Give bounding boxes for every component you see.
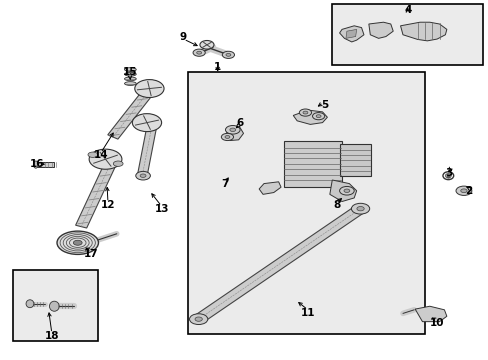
Ellipse shape	[88, 152, 98, 157]
Ellipse shape	[303, 111, 307, 114]
Bar	[339, 144, 370, 176]
Ellipse shape	[33, 161, 38, 168]
Ellipse shape	[316, 115, 321, 118]
Ellipse shape	[222, 51, 234, 58]
Ellipse shape	[312, 113, 324, 120]
Ellipse shape	[73, 240, 82, 245]
Ellipse shape	[229, 128, 235, 131]
Text: 1: 1	[214, 62, 221, 72]
Ellipse shape	[224, 135, 229, 138]
Text: 3: 3	[445, 168, 452, 178]
Ellipse shape	[193, 49, 205, 56]
Ellipse shape	[351, 203, 369, 214]
Polygon shape	[107, 88, 154, 139]
Polygon shape	[224, 127, 243, 140]
Bar	[283, 140, 341, 187]
Ellipse shape	[200, 41, 214, 49]
Text: 15: 15	[122, 67, 137, 77]
Polygon shape	[339, 26, 363, 42]
Ellipse shape	[49, 301, 59, 311]
Ellipse shape	[124, 82, 136, 85]
Text: 5: 5	[321, 100, 328, 110]
Polygon shape	[368, 22, 392, 39]
Ellipse shape	[57, 231, 98, 255]
Bar	[37, 162, 54, 167]
Text: 18: 18	[44, 331, 59, 341]
Polygon shape	[329, 180, 356, 202]
Text: 16: 16	[30, 159, 44, 169]
Bar	[13, 270, 98, 341]
Ellipse shape	[460, 189, 466, 193]
Polygon shape	[259, 182, 281, 194]
Text: 17: 17	[83, 248, 98, 258]
Ellipse shape	[113, 161, 123, 166]
Ellipse shape	[89, 149, 122, 169]
Ellipse shape	[124, 77, 136, 81]
Ellipse shape	[124, 68, 136, 71]
Polygon shape	[414, 306, 446, 321]
Polygon shape	[345, 30, 356, 39]
Ellipse shape	[189, 314, 207, 324]
Text: 8: 8	[333, 200, 340, 210]
Text: 4: 4	[404, 5, 411, 15]
Ellipse shape	[195, 317, 202, 321]
Ellipse shape	[299, 109, 311, 116]
Bar	[331, 4, 483, 65]
Polygon shape	[293, 110, 327, 125]
Ellipse shape	[136, 171, 150, 180]
Text: 7: 7	[221, 179, 228, 189]
Text: 14: 14	[93, 150, 108, 160]
Polygon shape	[400, 22, 446, 41]
Polygon shape	[76, 162, 116, 228]
Ellipse shape	[356, 207, 364, 211]
Ellipse shape	[343, 189, 349, 193]
Ellipse shape	[135, 80, 163, 98]
Text: 12: 12	[101, 200, 115, 210]
Ellipse shape	[221, 134, 233, 140]
Text: 9: 9	[180, 32, 187, 41]
Text: 6: 6	[236, 118, 243, 128]
Text: 11: 11	[300, 308, 314, 318]
Ellipse shape	[140, 174, 146, 177]
Ellipse shape	[124, 72, 136, 76]
Polygon shape	[194, 205, 364, 323]
Ellipse shape	[455, 186, 471, 195]
Ellipse shape	[339, 186, 353, 195]
Polygon shape	[137, 126, 156, 177]
Text: 2: 2	[464, 186, 471, 196]
Ellipse shape	[132, 114, 161, 132]
Ellipse shape	[225, 126, 240, 134]
Ellipse shape	[196, 51, 201, 54]
Text: 13: 13	[154, 204, 168, 214]
Ellipse shape	[225, 53, 230, 56]
Ellipse shape	[26, 300, 34, 308]
Text: 10: 10	[429, 319, 444, 328]
Bar	[188, 72, 424, 334]
